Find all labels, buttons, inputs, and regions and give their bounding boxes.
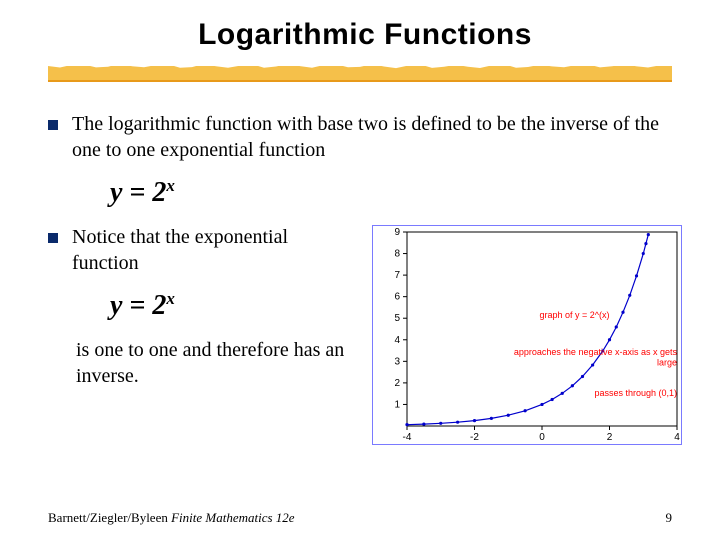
equation-1-exp: x xyxy=(166,176,175,195)
equation-1: y = 2x xyxy=(110,177,682,209)
svg-text:7: 7 xyxy=(394,270,400,281)
equation-1-base: y = 2 xyxy=(110,177,166,208)
page-title: Logarithmic Functions xyxy=(48,18,682,52)
svg-text:4: 4 xyxy=(674,432,680,443)
footer-authors: Barnett/Ziegler/Byleen xyxy=(48,510,171,525)
svg-text:-2: -2 xyxy=(470,432,479,443)
bullet-marker-icon xyxy=(48,120,58,130)
svg-text:0: 0 xyxy=(539,432,545,443)
equation-2-base: y = 2 xyxy=(110,290,166,321)
exponential-chart: 1 2 3 4 5 6 7 8 9 -4 -2 0 2 4 graph of y = 2^(x) approa… xyxy=(372,225,682,445)
svg-text:1: 1 xyxy=(394,400,400,411)
bullet-2: Notice that the exponential function xyxy=(48,225,348,276)
svg-text:-4: -4 xyxy=(403,432,412,443)
svg-text:8: 8 xyxy=(394,249,400,260)
footer-attribution: Barnett/Ziegler/Byleen Finite Mathematic… xyxy=(48,510,295,526)
svg-text:graph of y = 2^(x): graph of y = 2^(x) xyxy=(539,310,609,320)
page-number: 9 xyxy=(666,510,673,526)
bullet-1-text: The logarithmic function with base two i… xyxy=(72,112,682,163)
svg-text:passes through (0,1): passes through (0,1) xyxy=(594,388,677,398)
bullet-marker-icon xyxy=(48,233,58,243)
bullet-2-text: Notice that the exponential function xyxy=(72,225,348,276)
svg-text:large: large xyxy=(657,358,677,368)
svg-text:6: 6 xyxy=(394,292,400,303)
bullet-1: The logarithmic function with base two i… xyxy=(48,112,682,163)
followup-text: is one to one and therefore has an inver… xyxy=(76,338,348,389)
svg-text:2: 2 xyxy=(607,432,613,443)
svg-text:3: 3 xyxy=(394,357,400,368)
svg-text:5: 5 xyxy=(394,313,400,324)
svg-text:approaches the negative x-axis: approaches the negative x-axis as x gets xyxy=(514,347,678,357)
svg-text:2: 2 xyxy=(394,378,400,389)
svg-text:9: 9 xyxy=(394,227,400,238)
equation-2: y = 2x xyxy=(110,290,348,322)
title-underline xyxy=(48,66,682,92)
footer-book-title: Finite Mathematics 12e xyxy=(171,510,294,525)
svg-text:4: 4 xyxy=(394,335,400,346)
equation-2-exp: x xyxy=(166,289,175,308)
